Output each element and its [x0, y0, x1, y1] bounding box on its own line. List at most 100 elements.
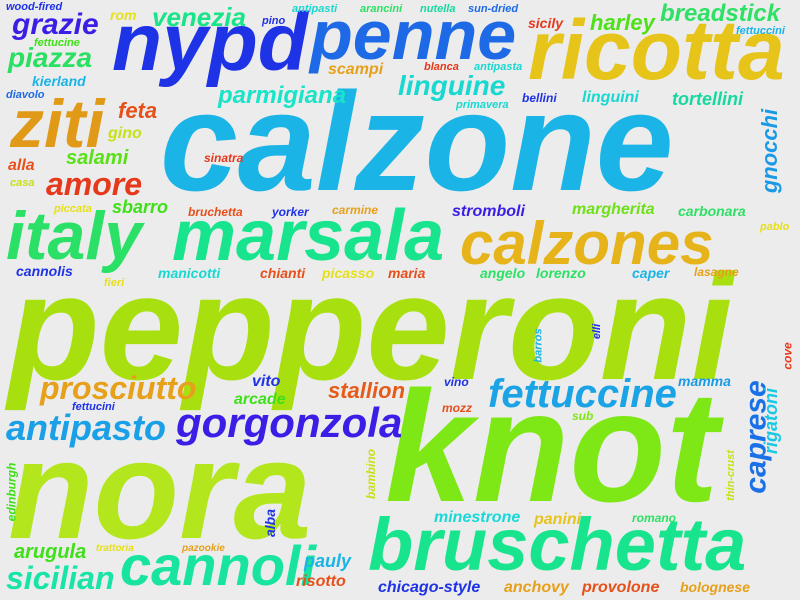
word-stallion: stallion: [328, 378, 406, 403]
word-calzone: calzone: [160, 63, 674, 220]
word-antipasta: antipasta: [474, 61, 523, 73]
word-wood-fired: wood-fired: [6, 1, 63, 13]
word-sinatra: sinatra: [204, 151, 244, 165]
word-antipasto: antipasto: [6, 407, 167, 448]
word-provolone: provolone: [582, 579, 660, 596]
word-vino: vino: [444, 375, 469, 389]
word-diavolo: diavolo: [6, 89, 45, 101]
word-chianti: chianti: [260, 265, 306, 281]
word-amore: amore: [46, 166, 143, 202]
word-italy: italy: [6, 198, 143, 274]
word-linguini: linguini: [582, 89, 639, 106]
word-harley: harley: [590, 10, 655, 35]
word-trattoria: trattoria: [96, 543, 134, 554]
word-parmigiana: parmigiana: [218, 82, 347, 109]
word-prosciutto: prosciutto: [40, 370, 197, 406]
word-maria: maria: [388, 265, 426, 281]
word-bruchetta: bruchetta: [188, 205, 243, 219]
word-ziti: ziti: [10, 86, 105, 162]
word-tortellini: tortellini: [672, 89, 743, 109]
word-stromboli: stromboli: [452, 203, 525, 220]
word-anchovy: anchovy: [504, 579, 569, 596]
word-rom: rom: [110, 7, 137, 23]
word-sicily: sicily: [528, 15, 564, 31]
word-lorenzo: lorenzo: [536, 265, 586, 281]
word-pino: pino: [262, 15, 286, 27]
word-pauly: pauly: [304, 551, 352, 571]
word-cannolis: cannolis: [16, 263, 73, 279]
word-pepperoni: pepperoni: [8, 243, 734, 411]
word-primavera: primavera: [456, 99, 509, 111]
word-breadstick: breadstick: [660, 0, 781, 27]
word-carbonara: carbonara: [678, 203, 746, 219]
word-bambino: bambino: [364, 449, 378, 499]
word-gino: gino: [108, 125, 142, 142]
word-manicotti: manicotti: [158, 265, 221, 281]
word-arcade: arcade: [234, 391, 286, 408]
word-picasso: picasso: [322, 265, 375, 281]
word-bellini: bellini: [522, 91, 557, 105]
word-sbarro: sbarro: [112, 197, 169, 217]
word-kierland: kierland: [32, 73, 86, 89]
word-calzones: calzones: [460, 210, 714, 277]
word-blanca: blanca: [424, 61, 459, 73]
word-fettuccine: fettuccine: [488, 372, 677, 416]
word-cannoli: cannoli: [120, 534, 317, 597]
word-thin-crust: thin-crust: [724, 450, 737, 501]
word-mamma: mamma: [678, 373, 731, 389]
word-pablo: pablo: [760, 221, 790, 233]
word-fettucini: fettucini: [72, 401, 115, 413]
word-risotto: risotto: [296, 573, 346, 590]
word-scampi: scampi: [328, 61, 384, 78]
word-knot: knot: [385, 359, 719, 535]
word-ricotta: ricotta: [528, 3, 785, 97]
word-angelo: angelo: [480, 265, 526, 281]
word-romano: romano: [632, 511, 677, 525]
word-venezia: venezia: [152, 2, 246, 32]
word-sub: sub: [572, 409, 594, 423]
word-rigatoni: rigatoni: [761, 388, 781, 454]
word-nora: nora: [8, 411, 312, 568]
word-marsala: marsala: [172, 196, 445, 276]
word-fettucine: fettucine: [34, 37, 80, 49]
word-vito: vito: [252, 373, 281, 390]
word-feta: feta: [118, 98, 158, 123]
word-cove: cove: [780, 342, 795, 370]
word-bruschetta: bruschetta: [368, 503, 747, 586]
word-panini: panini: [534, 511, 582, 528]
word-fieri: fieri: [104, 277, 125, 289]
word-gorgonzola: gorgonzola: [176, 399, 403, 446]
word-pazookie: pazookie: [182, 543, 225, 554]
word-yorker: yorker: [272, 205, 309, 219]
word-carmine: carmine: [332, 203, 379, 217]
word-penne: penne: [310, 0, 517, 74]
word-salami: salami: [66, 147, 129, 169]
word-alla: alla: [8, 157, 35, 174]
word-nypd: nypd: [112, 0, 308, 88]
word-grazie: grazie: [12, 8, 99, 41]
word-caper: caper: [632, 265, 670, 281]
word-minestrone: minestrone: [434, 509, 521, 526]
word-lasagne: lasagne: [694, 265, 739, 279]
word-piccata: piccata: [54, 203, 92, 215]
word-sun-dried: sun-dried: [468, 3, 519, 15]
word-chicago-style: chicago-style: [378, 579, 481, 596]
word-mozz: mozz: [442, 401, 472, 415]
word-fettuccini: fettuccini: [736, 25, 785, 37]
word-linguine: linguine: [398, 70, 506, 101]
word-casa: casa: [10, 177, 35, 189]
word-sicilian: sicilian: [6, 560, 115, 596]
word-edinburgh: edinburgh: [4, 462, 19, 522]
word-nutella: nutella: [420, 3, 456, 15]
word-gnocchi: gnocchi: [757, 108, 783, 194]
word-alba: alba: [262, 508, 279, 538]
word-arugula: arugula: [14, 541, 87, 563]
word-bolognese: bolognese: [680, 579, 751, 595]
word-antipasti: antipasti: [292, 3, 338, 15]
word-piazza: piazza: [8, 42, 93, 73]
word-barros: barros: [532, 328, 545, 363]
word-arancini: arancini: [360, 3, 403, 15]
word-elli: elli: [591, 323, 604, 340]
word-margherita: margherita: [572, 201, 655, 218]
